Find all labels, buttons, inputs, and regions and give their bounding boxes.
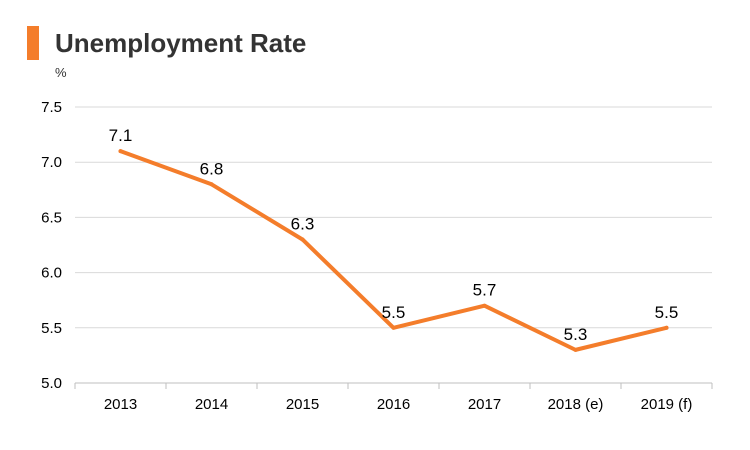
data-label: 6.3	[291, 214, 315, 233]
y-tick-label: 6.5	[41, 209, 62, 226]
data-label: 7.1	[109, 126, 133, 145]
chart-title: Unemployment Rate	[55, 28, 307, 58]
y-tick-label: 7.5	[41, 99, 62, 116]
y-tick-label: 6.0	[41, 265, 62, 282]
y-axis-ticks: 5.0 5.5 6.0 6.5 7.0 7.5	[41, 99, 62, 392]
data-point	[209, 182, 214, 187]
data-label: 5.5	[655, 303, 679, 322]
data-label: 6.8	[200, 159, 224, 178]
x-tick-label: 2019 (f)	[641, 396, 693, 413]
data-label: 5.3	[564, 325, 588, 344]
x-tick-label: 2014	[195, 396, 228, 413]
x-tick-label: 2013	[104, 396, 137, 413]
x-tick-label: 2015	[286, 396, 319, 413]
y-axis-label: %	[55, 65, 67, 80]
data-labels: 7.1 6.8 6.3 5.5 5.7 5.3 5.5	[109, 126, 679, 344]
data-point	[664, 325, 669, 330]
y-tick-label: 5.0	[41, 375, 62, 392]
data-point	[482, 303, 487, 308]
y-tick-label: 7.0	[41, 154, 62, 171]
title-accent-bar	[27, 26, 39, 60]
series-layer	[118, 149, 669, 352]
x-axis-ticks: 2013 2014 2015 2016 2017 2018 (e) 2019 (f)	[74, 383, 713, 413]
data-label: 5.7	[473, 281, 497, 300]
x-tick-label: 2016	[377, 396, 410, 413]
x-tick-label: 2017	[468, 396, 501, 413]
data-point	[118, 149, 123, 154]
data-point	[300, 237, 305, 242]
data-point	[391, 325, 396, 330]
data-label: 5.5	[382, 303, 406, 322]
y-tick-label: 5.5	[41, 320, 62, 337]
data-point	[573, 347, 578, 352]
x-tick-label: 2018 (e)	[548, 396, 604, 413]
